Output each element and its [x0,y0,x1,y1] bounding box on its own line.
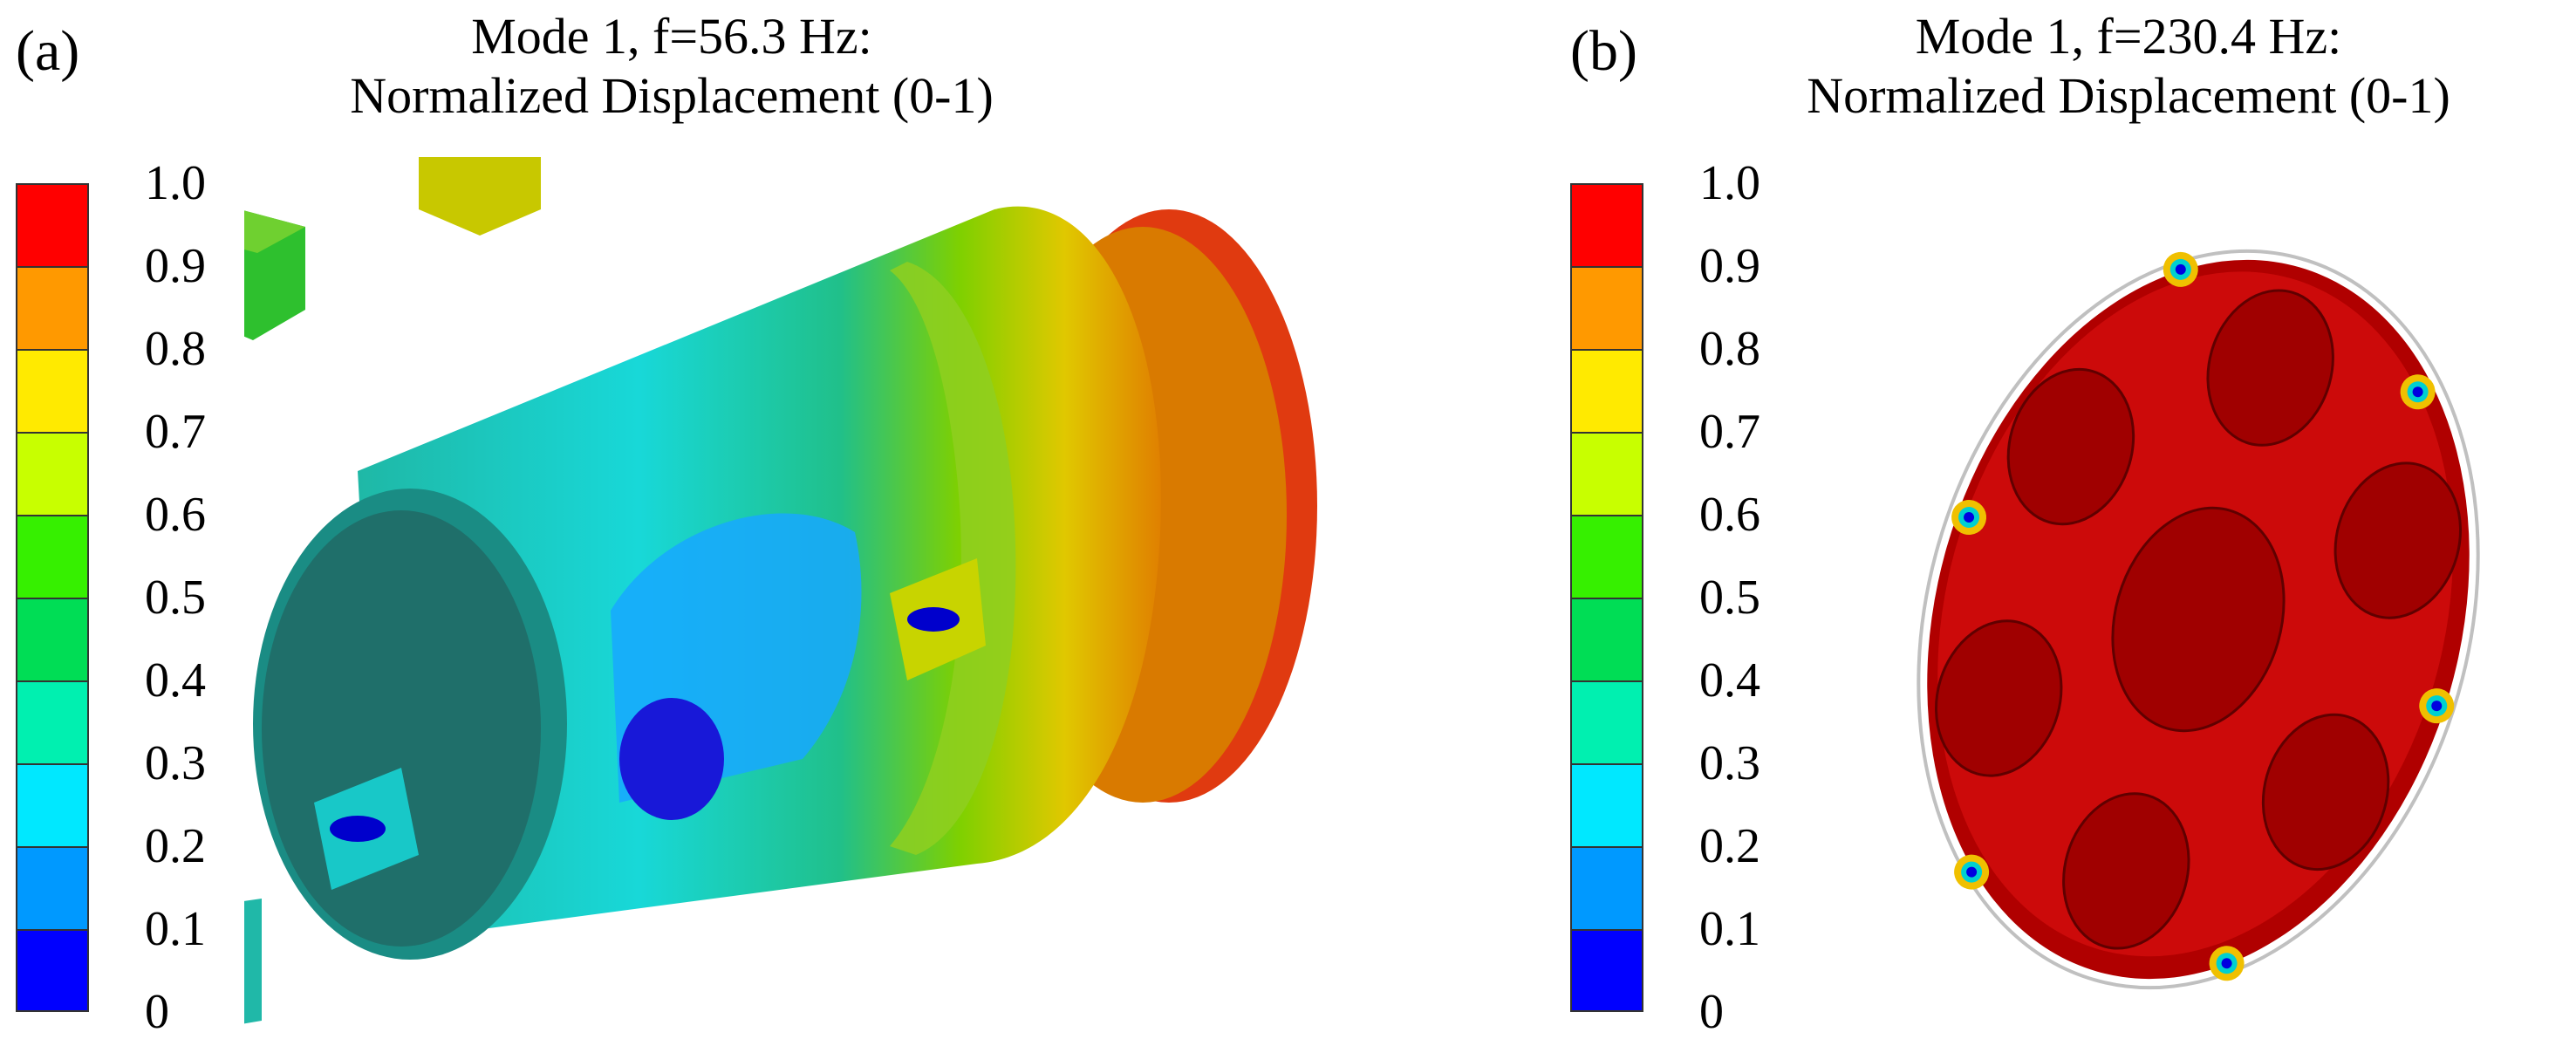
colorbar-swatch-b-4 [1570,515,1643,598]
colorbar-tick-a-10: 0 [145,985,169,1039]
panel-a-title-line1: Mode 1, f=56.3 Hz: [471,8,872,65]
bolt-hole-rear [907,607,960,632]
panel-label-b: (b) [1570,19,1637,83]
bolt-hole-2 [2400,374,2436,410]
colorbar-swatch-b-0 [1570,183,1643,266]
colorbar-tick-a-6: 0.4 [145,653,206,707]
colorbar-swatch-a-0 [16,183,89,266]
colorbar-tick-b-5: 0.5 [1699,571,1760,625]
panel-b-title: Mode 1, f=230.4 Hz: Normalized Displacem… [1740,7,2517,126]
colorbar-swatch-a-5 [16,598,89,680]
colorbar-swatch-b-8 [1570,846,1643,929]
plate-recess-1 [2206,289,2334,447]
housing-mode-shape-render [244,157,1317,1024]
colorbar-swatch-a-7 [16,763,89,846]
colorbar-tick-b-0: 1.0 [1699,156,1760,210]
bolt-hole-3 [2419,688,2455,724]
colorbar-tick-b-10: 0 [1699,985,1724,1039]
end-plate-mode-shape-render [1917,249,2480,990]
plate-recess-4 [2062,792,2190,950]
colorbar-tick-b-2: 0.8 [1699,322,1760,376]
panel-a-title-line2: Normalized Displacement (0-1) [350,67,994,124]
bolt-hole-1 [2163,251,2198,287]
colorbar-swatch-a-6 [16,680,89,763]
colorbar-tick-b-1: 0.9 [1699,239,1760,293]
front-end-cap-face [262,510,541,947]
colorbar-swatch-b-3 [1570,432,1643,515]
colorbar-swatch-b-1 [1570,266,1643,349]
terminal-box-large [419,157,541,236]
min-displacement-spot [619,698,724,820]
colorbar-tick-a-7: 0.3 [145,736,206,790]
colorbar-tick-b-7: 0.3 [1699,736,1760,790]
colorbar-swatch-b-5 [1570,598,1643,680]
plate-recess-3 [2261,713,2390,872]
colorbar-swatch-a-2 [16,349,89,432]
bolt-hole-front [330,816,386,842]
plate-recess-2 [2333,461,2463,619]
colorbar-swatch-b-2 [1570,349,1643,432]
panel-b-title-line2: Normalized Displacement (0-1) [1807,67,2450,124]
colorbar-tick-a-5: 0.5 [145,571,206,625]
colorbar-tick-a-2: 0.8 [145,322,206,376]
bolt-hole-4 [2209,946,2245,981]
colorbar-tick-b-3: 0.7 [1699,405,1760,459]
bolt-hole-6 [1951,499,1987,535]
colorbar-tick-b-9: 0.1 [1699,902,1760,956]
colorbar-swatch-b-9 [1570,929,1643,1012]
panel-a-title: Mode 1, f=56.3 Hz: Normalized Displaceme… [288,7,1056,126]
bottom-bracket [244,899,262,1024]
plate-recess-5 [1934,619,2063,777]
colorbar-tick-b-4: 0.6 [1699,488,1760,542]
mid-flange-ring [890,262,1016,855]
colorbar-swatch-a-3 [16,432,89,515]
colorbar-tick-b-8: 0.2 [1699,819,1760,873]
colorbar-swatch-b-6 [1570,680,1643,763]
colorbar-tick-a-0: 1.0 [145,156,206,210]
colorbar-tick-a-9: 0.1 [145,902,206,956]
plate-recess-center [2111,506,2286,733]
bolt-hole-5 [1954,854,1990,890]
colorbar-swatch-b-7 [1570,763,1643,846]
panel-label-a: (a) [16,19,80,83]
colorbar-swatch-a-9 [16,929,89,1012]
panel-b-title-line1: Mode 1, f=230.4 Hz: [1915,8,2342,65]
colorbar-tick-a-1: 0.9 [145,239,206,293]
terminal-box-small-top [244,210,305,253]
colorbar-swatch-a-8 [16,846,89,929]
colorbar-swatch-a-1 [16,266,89,349]
colorbar-tick-b-6: 0.4 [1699,653,1760,707]
colorbar-tick-a-4: 0.6 [145,488,206,542]
colorbar-swatch-a-4 [16,515,89,598]
plate-recess-6 [2006,367,2135,526]
colorbar-tick-a-3: 0.7 [145,405,206,459]
colorbar-tick-a-8: 0.2 [145,819,206,873]
